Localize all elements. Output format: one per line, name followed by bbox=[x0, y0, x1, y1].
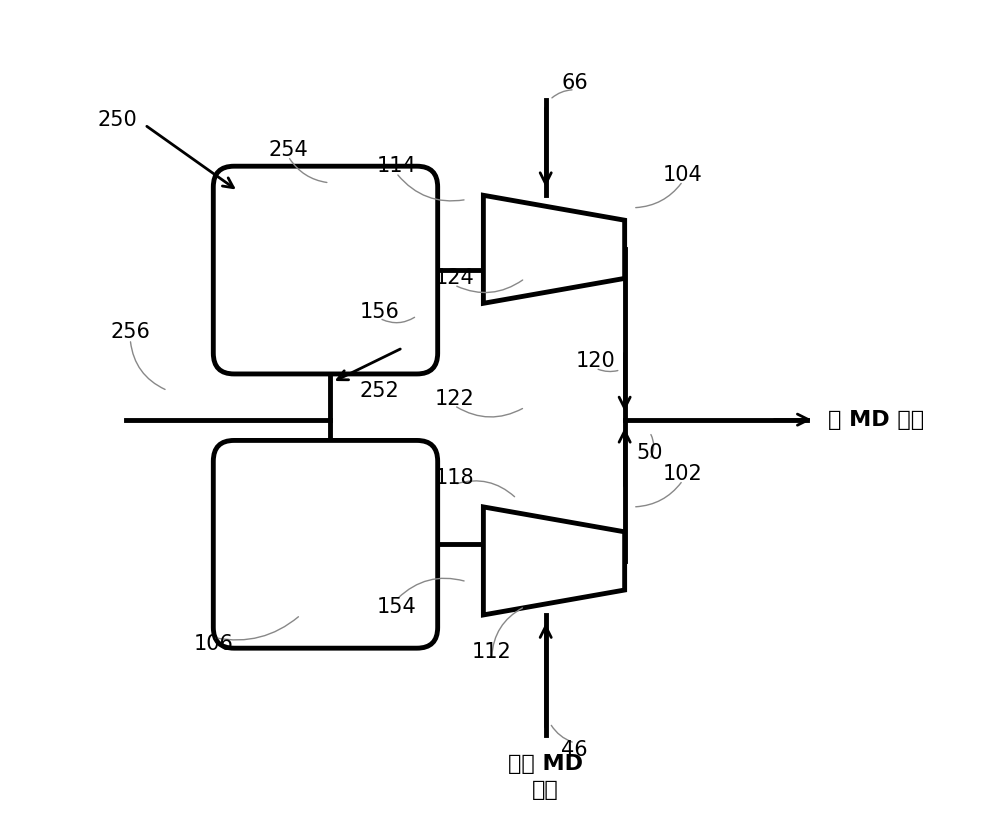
Text: 112: 112 bbox=[472, 642, 512, 662]
Text: 256: 256 bbox=[110, 322, 150, 342]
Text: 至 MD 模块: 至 MD 模块 bbox=[828, 410, 924, 430]
FancyArrowPatch shape bbox=[216, 617, 298, 640]
FancyArrowPatch shape bbox=[398, 175, 464, 201]
Polygon shape bbox=[483, 507, 625, 615]
Text: 66: 66 bbox=[561, 73, 588, 93]
Text: 120: 120 bbox=[576, 352, 615, 371]
Text: 106: 106 bbox=[193, 634, 233, 654]
Text: 252: 252 bbox=[360, 381, 399, 401]
Text: 122: 122 bbox=[434, 389, 474, 409]
Text: 118: 118 bbox=[434, 468, 474, 488]
FancyArrowPatch shape bbox=[398, 578, 464, 598]
FancyArrowPatch shape bbox=[552, 90, 572, 98]
Text: 124: 124 bbox=[434, 268, 474, 288]
FancyArrowPatch shape bbox=[636, 483, 681, 507]
Text: 154: 154 bbox=[376, 597, 416, 617]
FancyArrowPatch shape bbox=[598, 369, 618, 371]
FancyArrowPatch shape bbox=[636, 184, 681, 208]
FancyBboxPatch shape bbox=[213, 166, 438, 374]
Text: 250: 250 bbox=[98, 111, 138, 130]
FancyArrowPatch shape bbox=[651, 435, 654, 457]
FancyArrowPatch shape bbox=[290, 159, 327, 183]
Text: 114: 114 bbox=[376, 156, 416, 176]
FancyBboxPatch shape bbox=[213, 440, 438, 648]
Text: 102: 102 bbox=[663, 464, 703, 484]
Text: 104: 104 bbox=[663, 165, 703, 184]
FancyArrowPatch shape bbox=[382, 317, 415, 322]
FancyArrowPatch shape bbox=[457, 407, 522, 417]
Text: 254: 254 bbox=[268, 140, 308, 160]
FancyArrowPatch shape bbox=[457, 481, 515, 497]
FancyArrowPatch shape bbox=[130, 342, 165, 390]
Text: 來自 MD
模块: 來自 MD 模块 bbox=[508, 754, 583, 800]
FancyArrowPatch shape bbox=[551, 725, 572, 742]
FancyArrowPatch shape bbox=[457, 280, 523, 293]
Text: 156: 156 bbox=[360, 302, 399, 322]
FancyArrowPatch shape bbox=[492, 608, 522, 656]
Text: 50: 50 bbox=[636, 443, 663, 463]
Polygon shape bbox=[483, 195, 625, 303]
Text: 46: 46 bbox=[561, 740, 588, 760]
